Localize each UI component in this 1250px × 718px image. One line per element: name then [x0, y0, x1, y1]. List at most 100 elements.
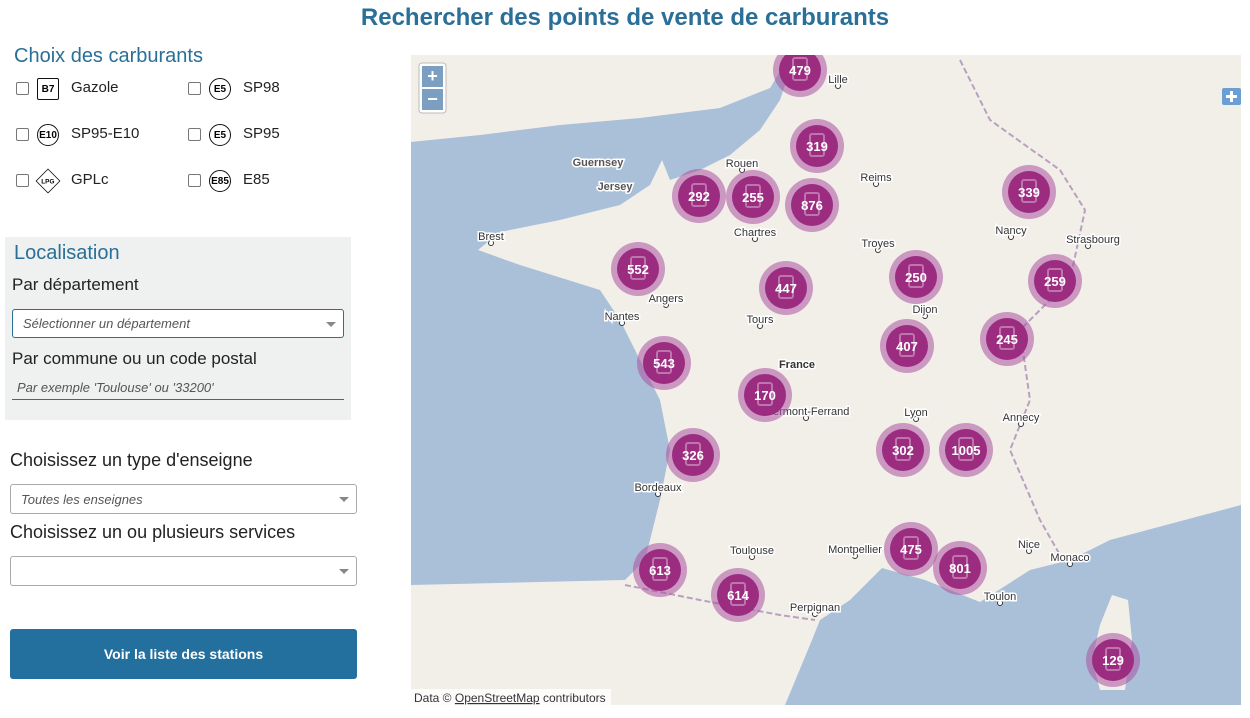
cluster[interactable]: 1005 [939, 423, 993, 477]
city-label: Reims [860, 172, 892, 184]
cluster-core [796, 125, 838, 167]
pump-icon [656, 350, 672, 374]
department-select[interactable]: Sélectionner un département [12, 309, 344, 338]
cluster[interactable]: 250 [889, 250, 943, 304]
pump-icon [630, 256, 646, 280]
city-dot [1026, 548, 1032, 554]
city-label: Rouen [726, 158, 758, 170]
pump-icon [685, 442, 701, 466]
cluster[interactable]: 245 [980, 312, 1034, 366]
cluster[interactable]: 129 [1086, 633, 1140, 687]
pump-icon [1021, 179, 1037, 203]
city-dot [803, 415, 809, 421]
fuel-badge-text: E5 [213, 129, 227, 141]
city-dot [619, 320, 625, 326]
cluster[interactable]: 292 [672, 169, 726, 223]
location-title: Localisation [14, 242, 120, 264]
city-label: Nice [1018, 539, 1040, 551]
pump-icon [691, 183, 707, 207]
cluster-count: 613 [649, 563, 671, 578]
cluster-core [672, 434, 714, 476]
fuel-checkbox[interactable] [188, 82, 201, 95]
city-dot [812, 611, 818, 617]
pump-icon [757, 382, 773, 406]
fuel-badge-text: E85 [211, 175, 229, 187]
cluster[interactable]: 876 [785, 178, 839, 232]
list-button[interactable]: Voir la liste des stations [10, 629, 357, 679]
city-dot [922, 313, 928, 319]
city-dot [875, 247, 881, 253]
department-label: Par département [12, 275, 139, 294]
cluster-count: 302 [892, 443, 914, 458]
cluster-count: 326 [682, 448, 704, 463]
cluster-core [779, 55, 821, 91]
fuel-badge-text: E5 [213, 83, 227, 95]
cluster[interactable]: 475 [884, 522, 938, 576]
pump-icon [809, 133, 825, 157]
city-label: Perpignan [790, 602, 840, 614]
cluster[interactable]: 801 [933, 541, 987, 595]
commune-label: Par commune ou un code postal [12, 349, 257, 368]
fuel-checkbox[interactable] [188, 128, 201, 141]
cluster-count: 129 [1102, 653, 1124, 668]
city-label: Monaco [1050, 552, 1089, 564]
cluster[interactable]: 479 [773, 55, 827, 97]
cluster[interactable]: 447 [759, 261, 813, 315]
pump-icon [804, 192, 820, 216]
pump-icon [899, 333, 915, 357]
cluster-count: 876 [801, 198, 823, 213]
attribution-suffix: contributors [543, 691, 606, 705]
cluster-core [1034, 260, 1076, 302]
cluster-count: 1005 [952, 443, 981, 458]
attribution-link[interactable]: OpenStreetMap [455, 691, 540, 705]
commune-placeholder: Par exemple 'Toulouse' ou '33200' [17, 380, 214, 395]
cluster[interactable]: 255 [726, 170, 780, 224]
zoom-out[interactable] [422, 89, 443, 110]
city-label: Nantes [605, 311, 640, 323]
city-dot [488, 240, 494, 246]
map[interactable]: + − Lille Rouen Reims Nancy Strasbourg Brest C… [411, 55, 1241, 705]
cluster-core [678, 175, 720, 217]
cluster-core [617, 248, 659, 290]
city-label: Annecy [1003, 412, 1040, 424]
page-title: Rechercher des points de vente de carbur… [360, 4, 890, 31]
city-label: Chartres [734, 227, 777, 239]
cluster-core [882, 429, 924, 471]
city-label: Dijon [912, 304, 937, 316]
city-dot [913, 416, 919, 422]
fuel-checkbox[interactable] [16, 174, 29, 187]
fuel-checkbox[interactable] [16, 82, 29, 95]
cluster[interactable]: 407 [880, 319, 934, 373]
fuel-checkbox[interactable] [16, 128, 29, 141]
cluster[interactable]: 552 [611, 242, 665, 296]
services-select[interactable] [10, 556, 357, 586]
cluster-count: 250 [905, 270, 927, 285]
brand-select[interactable]: Toutes les enseignes [10, 484, 357, 514]
fuel-label: Gazole [71, 79, 119, 96]
cluster[interactable]: 302 [876, 423, 930, 477]
cluster[interactable]: 170 [738, 368, 792, 422]
cluster[interactable]: 319 [790, 119, 844, 173]
cluster[interactable]: 339 [1002, 165, 1056, 219]
attribution-bg [411, 689, 611, 705]
cluster[interactable]: 614 [711, 568, 765, 622]
city-label: Strasbourg [1066, 234, 1120, 246]
fuel-checkbox[interactable] [188, 174, 201, 187]
pump-icon [1047, 268, 1063, 292]
cluster-core [945, 429, 987, 471]
zoom-in[interactable] [422, 66, 443, 87]
commune-input[interactable]: Par exemple 'Toulouse' ou '33200' [12, 376, 344, 400]
services-label: Choisissez un ou plusieurs services [10, 522, 296, 542]
cluster-core [643, 342, 685, 384]
cluster[interactable]: 326 [666, 428, 720, 482]
cluster[interactable]: 543 [637, 336, 691, 390]
cluster[interactable]: 259 [1028, 254, 1082, 308]
cluster[interactable]: 613 [633, 543, 687, 597]
city-label: Lille [828, 74, 848, 86]
city-label: Nancy [995, 225, 1027, 237]
city-dot [835, 83, 841, 89]
city-label: France [779, 359, 815, 371]
cluster-count: 259 [1044, 274, 1066, 289]
atlantic-sea [411, 55, 795, 585]
